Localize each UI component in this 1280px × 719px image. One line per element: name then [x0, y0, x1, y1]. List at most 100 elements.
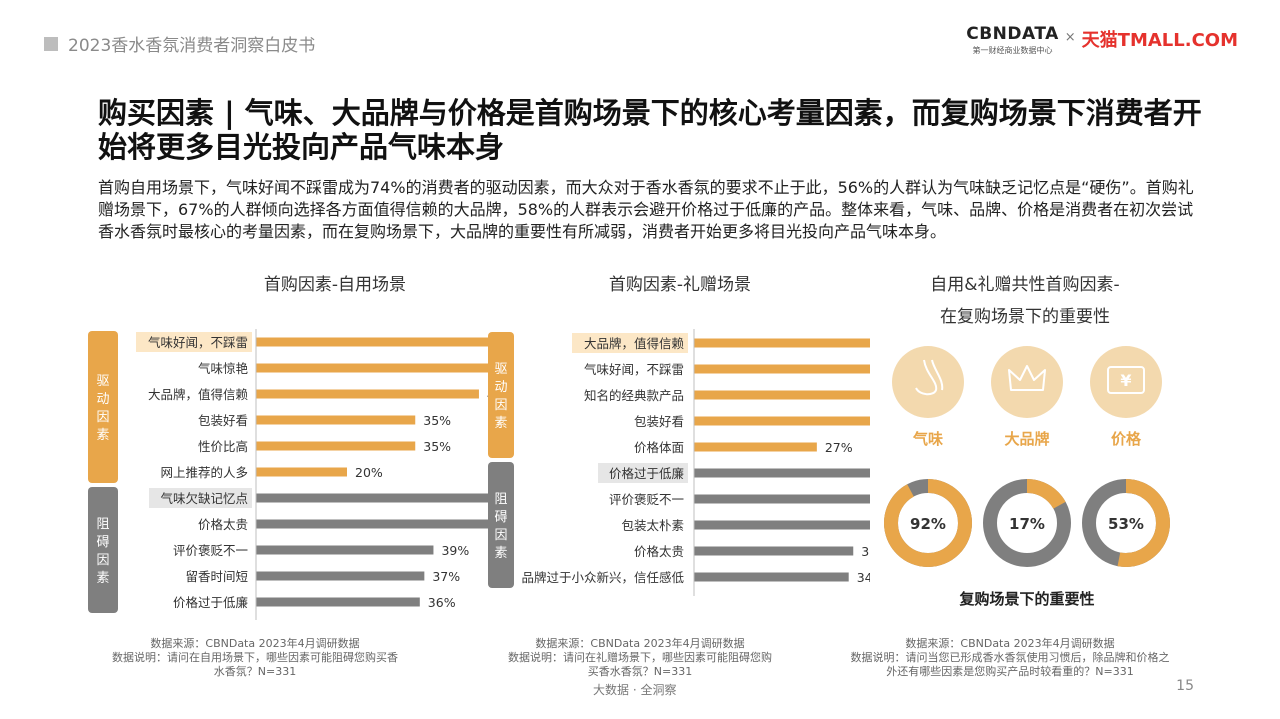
- footer-tagline: 大数据 · 全洞察: [593, 683, 677, 697]
- group-label-char: 因: [96, 410, 109, 425]
- page-number: 15: [1176, 678, 1194, 694]
- footnote-left: 数据来源：CBNData 2023年4月调研数据 数据说明：请问在自用场景下，哪…: [80, 637, 430, 679]
- category-label: 气味欠缺记忆点: [160, 491, 248, 506]
- category-label: 价格太贵: [198, 517, 248, 532]
- footnote-middle-line: 数据来源：CBNData 2023年4月调研数据: [535, 637, 745, 650]
- data-bar: [256, 467, 347, 477]
- category-label: 包装好看: [198, 413, 248, 428]
- data-bar: [694, 546, 854, 556]
- data-label: 37%: [432, 569, 460, 584]
- logo-separator: ×: [1064, 30, 1076, 45]
- group-label-char: 因: [96, 553, 109, 568]
- icon-circle: [1090, 346, 1162, 418]
- data-label: 34%: [857, 570, 870, 585]
- cbndata-logo: CBNDATA 第一财经商业数据中心: [966, 24, 1059, 56]
- footnote-left-line: 数据说明：请问在自用场景下，哪些因素可能阻碍您购买香: [112, 651, 398, 664]
- footnote-right-line: 数据来源：CBNData 2023年4月调研数据: [905, 637, 1115, 650]
- bar-chart-gift: 驱动因素大品牌，值得信赖67%气味好闻，不踩雷66%知名的经典款产品50%包装好…: [488, 329, 870, 596]
- data-bar: [694, 364, 870, 374]
- category-label: 大品牌，值得信赖: [584, 336, 685, 351]
- category-label: 网上推荐的人多: [160, 465, 248, 480]
- bar-chart-self-use: 驱动因素气味好闻，不踩雷74%气味惊艳58%大品牌，值得信赖49%包装好看35%…: [88, 329, 490, 620]
- data-bar: [694, 442, 817, 452]
- data-bar: [694, 494, 870, 504]
- data-bar: [694, 572, 849, 582]
- factor-label: 价格: [1111, 430, 1142, 448]
- group-label-char: 动: [96, 392, 109, 407]
- data-bar: [694, 416, 870, 426]
- nose-icon: [915, 359, 938, 396]
- donut-value-label: 17%: [1009, 515, 1045, 533]
- group-label-char: 素: [96, 571, 109, 586]
- data-label: 39%: [441, 543, 469, 558]
- factor-label: 气味: [912, 430, 943, 448]
- category-label: 包装好看: [634, 414, 684, 429]
- data-bar: [694, 390, 870, 400]
- title-square-icon: [44, 36, 58, 51]
- cbndata-logo-subtext: 第一财经商业数据中心: [972, 46, 1053, 55]
- data-bar: [256, 545, 434, 555]
- yuan-symbol: ¥: [1120, 371, 1131, 390]
- category-label: 大品牌，值得信赖: [148, 387, 249, 402]
- group-label-box: [88, 331, 118, 483]
- page-headline: 购买因素 | 气味、大品牌与价格是首购场景下的核心考量因素，而复购场景下消费者开…: [98, 96, 1202, 164]
- data-bar: [256, 571, 425, 581]
- donut-value-label: 92%: [910, 515, 946, 533]
- footnote-right-line: 外还有哪些因素是您购买产品时较看重的？N=331: [886, 665, 1134, 678]
- data-label: 35%: [423, 413, 451, 428]
- footnote-right-line: 数据说明：请问当您已形成香水香氛使用习惯后，除品牌和价格之: [850, 651, 1170, 664]
- data-label: 27%: [825, 440, 853, 455]
- group-label-char: 素: [96, 428, 109, 443]
- report-title-text: 2023香水香氛消费者洞察白皮书: [68, 36, 316, 56]
- data-bar: [256, 337, 490, 347]
- data-bar: [256, 415, 416, 425]
- data-bar: [694, 468, 870, 478]
- group-label-char: 驱: [96, 374, 109, 389]
- data-label: 35%: [423, 439, 451, 454]
- ticket-yuan-icon: [1107, 366, 1145, 394]
- footnote-middle: 数据来源：CBNData 2023年4月调研数据 数据说明：请问在礼赠场景下，哪…: [480, 637, 800, 679]
- group-label-char: 碍: [494, 510, 507, 525]
- chart-title-self-use: 首购因素-自用场景: [263, 275, 407, 295]
- data-label: 36%: [428, 595, 456, 610]
- donut-caption: 复购场景下的重要性: [958, 590, 1094, 608]
- data-label: 20%: [355, 465, 383, 480]
- group-label-char: 因: [494, 398, 507, 413]
- category-label: 价格过于低廉: [609, 466, 684, 481]
- group-label-char: 动: [494, 380, 507, 395]
- report-title: 2023香水香氛消费者洞察白皮书: [44, 31, 315, 56]
- donut-value-arc: [884, 479, 972, 567]
- factor-label: 大品牌: [1004, 430, 1049, 448]
- data-bar: [256, 597, 420, 607]
- group-label-char: 素: [494, 416, 507, 431]
- group-label-char: 碍: [96, 535, 109, 550]
- category-highlight: [149, 488, 252, 508]
- group-label-box: [488, 332, 514, 458]
- data-bar: [256, 389, 479, 399]
- category-label: 气味好闻，不踩雷: [148, 335, 248, 350]
- nose-icon-line: [931, 359, 944, 391]
- intro-paragraph: 首购自用场景下，气味好闻不踩雷成为74%的消费者的驱动因素，而大众对于香水香氛的…: [98, 178, 1194, 241]
- group-label-box: [488, 462, 514, 588]
- tmall-logo: 天猫TMALL.COM: [1081, 30, 1238, 51]
- category-highlight: [136, 332, 252, 352]
- crown-icon: [1008, 365, 1046, 391]
- category-label: 价格太贵: [634, 544, 684, 559]
- group-label-char: 驱: [494, 362, 507, 377]
- donut-value-label: 53%: [1108, 515, 1144, 533]
- category-highlight: [598, 463, 688, 483]
- category-label: 品牌过于小众新兴，信任感低: [521, 570, 684, 585]
- category-label: 包装太朴素: [621, 518, 684, 533]
- category-label: 评价褒贬不一: [609, 492, 684, 507]
- group-label-char: 因: [494, 528, 507, 543]
- category-label: 气味惊艳: [198, 361, 249, 376]
- group-label-char: 阻: [96, 517, 109, 532]
- icon-circle: [991, 346, 1063, 418]
- data-bar: [256, 519, 490, 529]
- data-label: 35%: [861, 544, 870, 559]
- category-label: 气味好闻，不踩雷: [584, 362, 684, 377]
- footnote-left-line: 水香氛？N=331: [213, 665, 297, 678]
- data-bar: [694, 520, 870, 530]
- group-label-char: 阻: [494, 492, 507, 507]
- brand-logos: CBNDATA 第一财经商业数据中心 × 天猫TMALL.COM: [966, 24, 1238, 56]
